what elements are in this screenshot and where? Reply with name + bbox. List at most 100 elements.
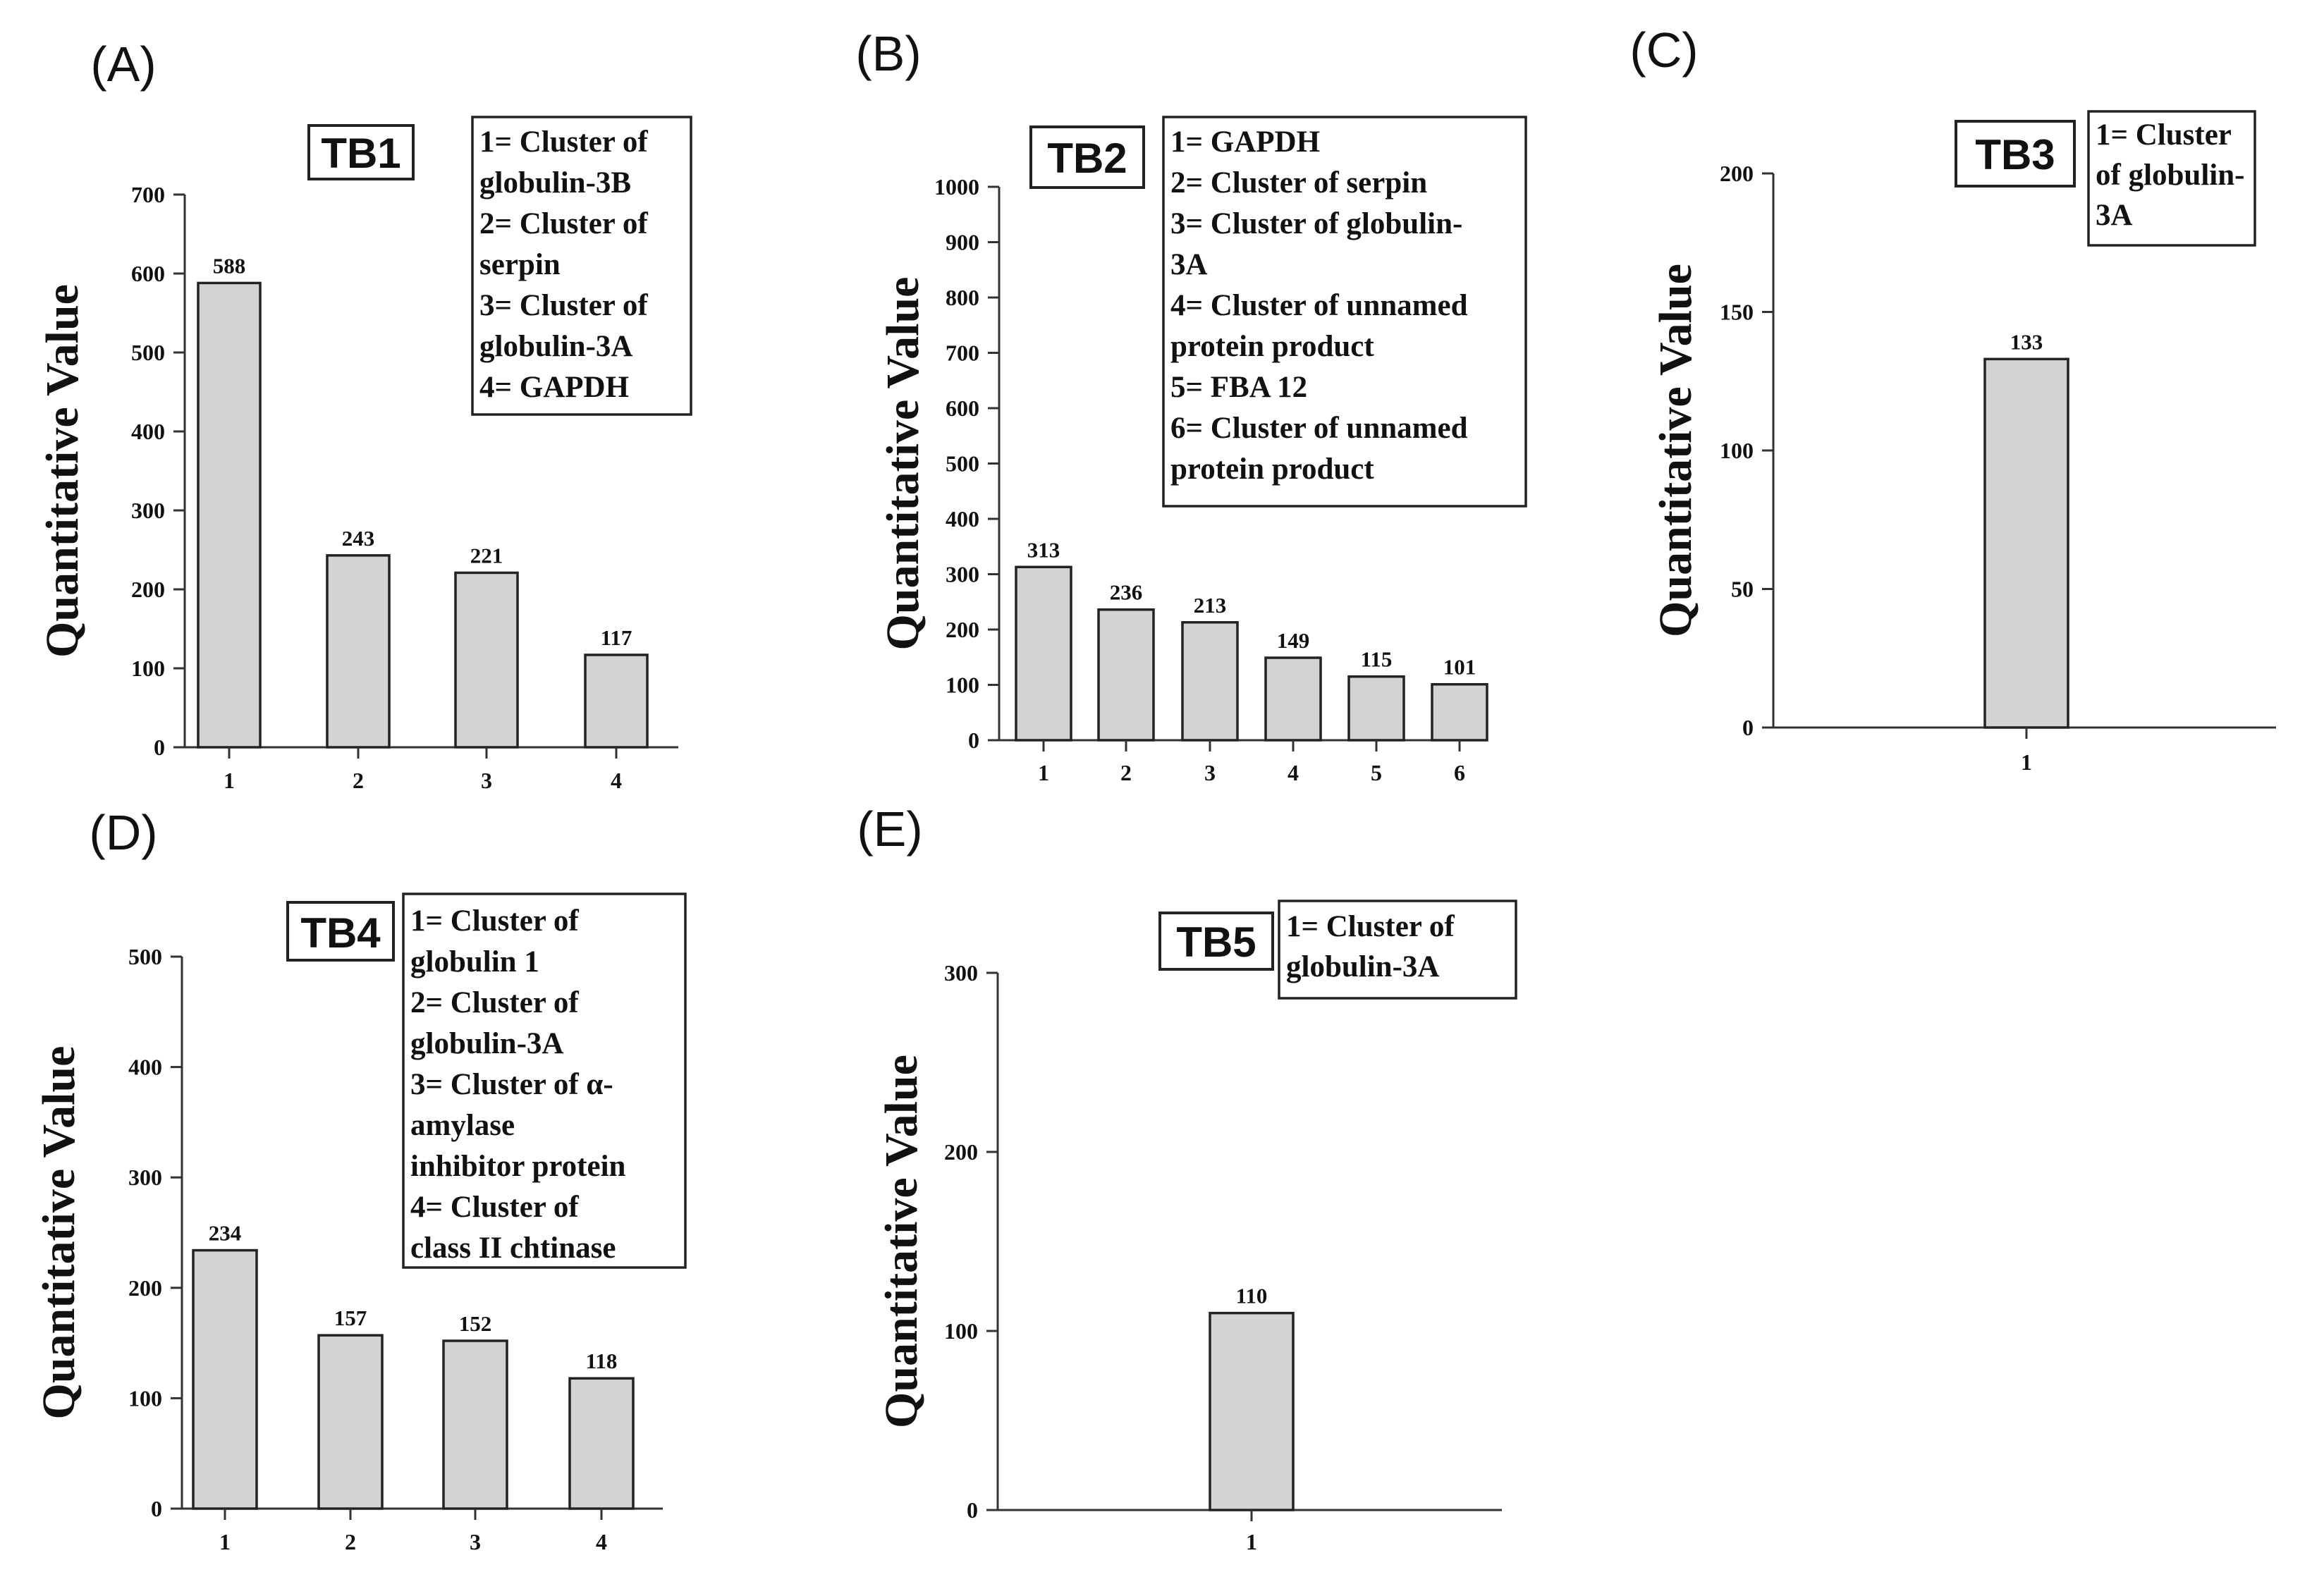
- legend-entry: of globulin-: [2096, 159, 2244, 192]
- y-tick-label: 300: [131, 498, 165, 523]
- legend-box: [1162, 116, 1527, 508]
- legend-entry: 1= GAPDH: [1170, 125, 1320, 159]
- panel-letter: (B): [855, 26, 921, 81]
- chart-panel-e: (E) 0 100 200 300 Quantitative Value 110 1 TB5 1=…: [857, 802, 1517, 1554]
- legend-entry: 3= Cluster of α-: [410, 1068, 613, 1101]
- bar: [454, 571, 519, 749]
- y-tick-label: 400: [128, 1055, 162, 1080]
- x-tick-label: 2: [353, 768, 364, 793]
- y-tick-label: 1000: [934, 174, 979, 200]
- chart-title-box: [1955, 120, 2076, 188]
- data-label: 152: [459, 1311, 492, 1336]
- y-tick-label: 500: [946, 451, 979, 477]
- y-tick-label: 800: [946, 285, 979, 310]
- x-tick-label: 1: [224, 768, 235, 793]
- y-tick-label: 200: [1720, 161, 1754, 186]
- y-tick-label: 0: [1742, 715, 1754, 740]
- bar: [584, 653, 649, 749]
- bar: [1264, 656, 1322, 742]
- y-tick-label: 300: [944, 960, 978, 986]
- chart-title: TB5: [1176, 919, 1256, 966]
- panel-letter: (E): [857, 802, 922, 857]
- y-tick-label: 0: [968, 728, 979, 753]
- data-label: 234: [209, 1221, 242, 1246]
- legend-entry: 1= Cluster: [2096, 118, 2232, 152]
- legend-box: [2087, 110, 2256, 247]
- y-tick-label: 200: [946, 617, 979, 642]
- y-tick-label: 400: [131, 419, 165, 444]
- legend-entry: globulin-3A: [479, 330, 632, 363]
- legend-entry: 1= Cluster of: [1286, 910, 1455, 943]
- chart-title-box: [286, 901, 395, 962]
- x-tick-label: 1: [219, 1529, 231, 1554]
- legend-entry: protein product: [1170, 330, 1374, 363]
- legend-box: [471, 116, 692, 416]
- y-tick-label: 100: [131, 656, 165, 681]
- x-tick-label: 4: [1288, 760, 1299, 785]
- bar: [442, 1339, 508, 1510]
- data-label: 117: [601, 625, 632, 650]
- legend-entry: 1= Cluster of: [410, 904, 579, 938]
- y-tick-label: 600: [946, 395, 979, 421]
- y-tick-label: 500: [128, 944, 162, 969]
- legend-entry: serpin: [479, 248, 561, 281]
- y-tick-label: 700: [946, 340, 979, 366]
- y-tick-label: 400: [946, 506, 979, 532]
- bar: [1181, 621, 1239, 742]
- chart-panel-c: (C) 0 50 100 150 200 Quantitative Value 133 1 TB3…: [1629, 23, 2276, 775]
- chart-title: TB4: [300, 909, 381, 957]
- x-tick-label: 2: [345, 1529, 356, 1554]
- bar: [1015, 565, 1072, 742]
- legend-entry: 4= Cluster of unnamed: [1170, 289, 1468, 322]
- data-label: 133: [2010, 329, 2043, 354]
- y-tick-label: 100: [128, 1385, 162, 1411]
- y-tick-label: 200: [128, 1275, 162, 1301]
- y-tick-label: 150: [1720, 300, 1754, 325]
- y-tick-label: 100: [1720, 438, 1754, 463]
- bar: [1097, 608, 1155, 742]
- data-label: 213: [1194, 593, 1227, 618]
- x-tick-label: 6: [1454, 760, 1465, 785]
- y-tick-label: 900: [946, 230, 979, 255]
- data-label: 157: [334, 1306, 367, 1330]
- panel-letter: (C): [1629, 23, 1698, 78]
- legend-entry: globulin-3B: [479, 166, 631, 200]
- chart-panel-a: (A) 0 100 200 300 400 500 600 700 Quantitative Va…: [37, 37, 692, 793]
- chart-title: TB2: [1047, 135, 1127, 182]
- legend-entry: 3A: [2096, 199, 2133, 232]
- y-tick-label: 300: [128, 1165, 162, 1190]
- chart-title: TB1: [321, 130, 400, 177]
- legend-entry: globulin-3A: [1286, 950, 1439, 983]
- data-label: 236: [1110, 580, 1143, 605]
- data-label: 313: [1027, 537, 1060, 562]
- bar: [1347, 675, 1405, 742]
- bar: [326, 554, 391, 749]
- legend-entry: 4= GAPDH: [479, 371, 629, 404]
- x-tick-label: 5: [1371, 760, 1382, 785]
- data-label: 221: [470, 543, 503, 567]
- y-tick-label: 600: [131, 261, 165, 286]
- legend-entry: 4= Cluster of: [410, 1191, 579, 1224]
- legend-entry: globulin-3A: [410, 1027, 563, 1060]
- legend-entry: 2= Cluster of: [410, 986, 579, 1019]
- y-tick-label: 0: [967, 1497, 978, 1523]
- data-label: 101: [1443, 655, 1476, 680]
- x-tick-label: 4: [596, 1529, 607, 1554]
- legend-box: [1278, 900, 1517, 1000]
- y-axis-label: Quantitative Value: [1650, 264, 1701, 637]
- data-label: 110: [1236, 1284, 1268, 1308]
- legend-entry: 2= Cluster of serpin: [1170, 166, 1427, 200]
- legend-entry: 2= Cluster of: [479, 207, 648, 240]
- panel-letter: (A): [90, 37, 156, 92]
- y-tick-label: 50: [1731, 577, 1754, 602]
- y-tick-label: 100: [946, 673, 979, 698]
- legend-entry: 1= Cluster of: [479, 125, 648, 159]
- data-label: 149: [1277, 628, 1310, 653]
- legend-entry: amylase: [410, 1109, 515, 1142]
- panel-letter: (D): [89, 805, 157, 860]
- legend-box: [402, 892, 687, 1269]
- y-tick-label: 200: [131, 577, 165, 602]
- y-axis-label: Quantitative Value: [37, 284, 88, 658]
- x-tick-label: 2: [1120, 760, 1132, 785]
